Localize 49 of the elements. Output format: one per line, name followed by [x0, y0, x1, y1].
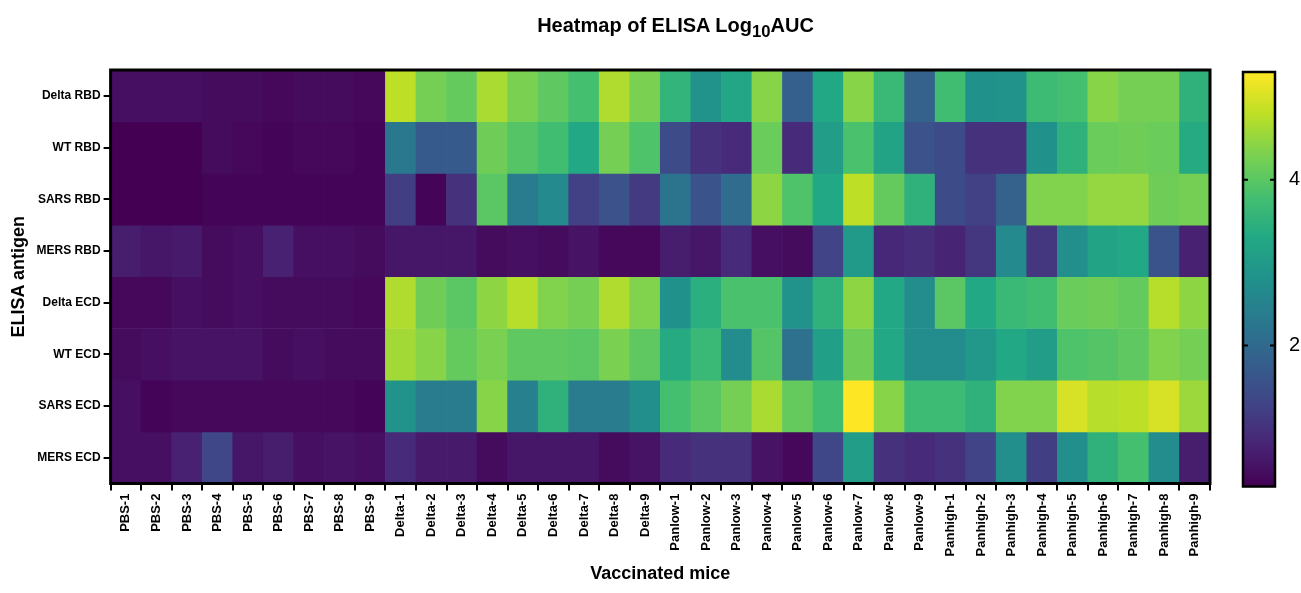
- x-tick-label: Panlow-8: [880, 493, 896, 551]
- x-tick-label: Panlow-7: [850, 493, 866, 551]
- x-tick-label: Delta-8: [606, 493, 622, 537]
- y-tick-label: WT ECD: [53, 346, 101, 361]
- x-tick-label: Panlow-4: [758, 492, 774, 551]
- x-tick-label: Panhigh-7: [1125, 493, 1141, 557]
- x-tick-label: Panhigh-8: [1155, 493, 1171, 557]
- x-tick-label: Delta-4: [483, 492, 499, 537]
- y-tick-label: MERS RBD: [36, 243, 101, 258]
- x-tick-label: PBS-2: [147, 493, 163, 532]
- x-tick-label: PBS-6: [270, 493, 286, 532]
- x-tick-label: PBS-5: [239, 493, 255, 532]
- x-tick-label: Delta-9: [636, 493, 652, 537]
- x-tick-label: PBS-1: [117, 493, 133, 532]
- x-tick-label: PBS-7: [300, 493, 316, 532]
- x-axis-title: Vaccinated mice: [590, 563, 731, 584]
- color-bar-label: 4: [1289, 167, 1301, 190]
- x-tick-label: Panlow-5: [789, 493, 805, 551]
- y-tick-label: WT RBD: [52, 139, 101, 154]
- x-tick-label: Panhigh-2: [972, 493, 988, 557]
- x-tick-label: Panhigh-1: [942, 493, 957, 557]
- y-tick-label: MERS ECD: [37, 450, 101, 465]
- x-tick-label: Panlow-9: [911, 493, 927, 551]
- x-tick-label: Panhigh-3: [1003, 493, 1019, 557]
- x-tick-label: Panhigh-6: [1094, 493, 1110, 557]
- chart-title: Heatmap of ELISA Log$_{10}$AUC: [536, 14, 815, 42]
- x-tick-label: Panhigh-5: [1064, 493, 1080, 557]
- x-tick-label: Panlow-3: [728, 493, 744, 551]
- y-tick-label: SARS ECD: [38, 398, 101, 413]
- y-tick-label: Delta ECD: [42, 294, 101, 309]
- x-tick-label: Panhigh-9: [1186, 493, 1202, 557]
- x-tick-label: Panhigh-4: [1033, 492, 1049, 557]
- x-tick-label: Delta-1: [392, 493, 408, 537]
- y-tick-label: Delta RBD: [41, 88, 101, 103]
- y-axis-title: ELISA antigen: [7, 216, 28, 338]
- x-tick-label: Delta-6: [544, 493, 560, 537]
- x-tick-label: Panlow-1: [667, 493, 683, 551]
- x-tick-label: Delta-2: [422, 493, 438, 537]
- x-tick-label: Delta-5: [514, 493, 530, 537]
- color-bar-label: 2: [1289, 333, 1301, 356]
- x-tick-label: Delta-3: [453, 493, 469, 537]
- x-tick-label: Panlow-6: [819, 493, 835, 551]
- x-tick-label: Panlow-2: [697, 493, 713, 551]
- x-tick-label: Delta-7: [575, 493, 591, 537]
- x-tick-label: PBS-8: [331, 493, 347, 532]
- x-tick-label: PBS-9: [361, 493, 377, 532]
- x-tick-label: PBS-4: [209, 492, 225, 532]
- x-tick-label: PBS-3: [178, 493, 194, 532]
- y-tick-label: SARS RBD: [37, 191, 101, 206]
